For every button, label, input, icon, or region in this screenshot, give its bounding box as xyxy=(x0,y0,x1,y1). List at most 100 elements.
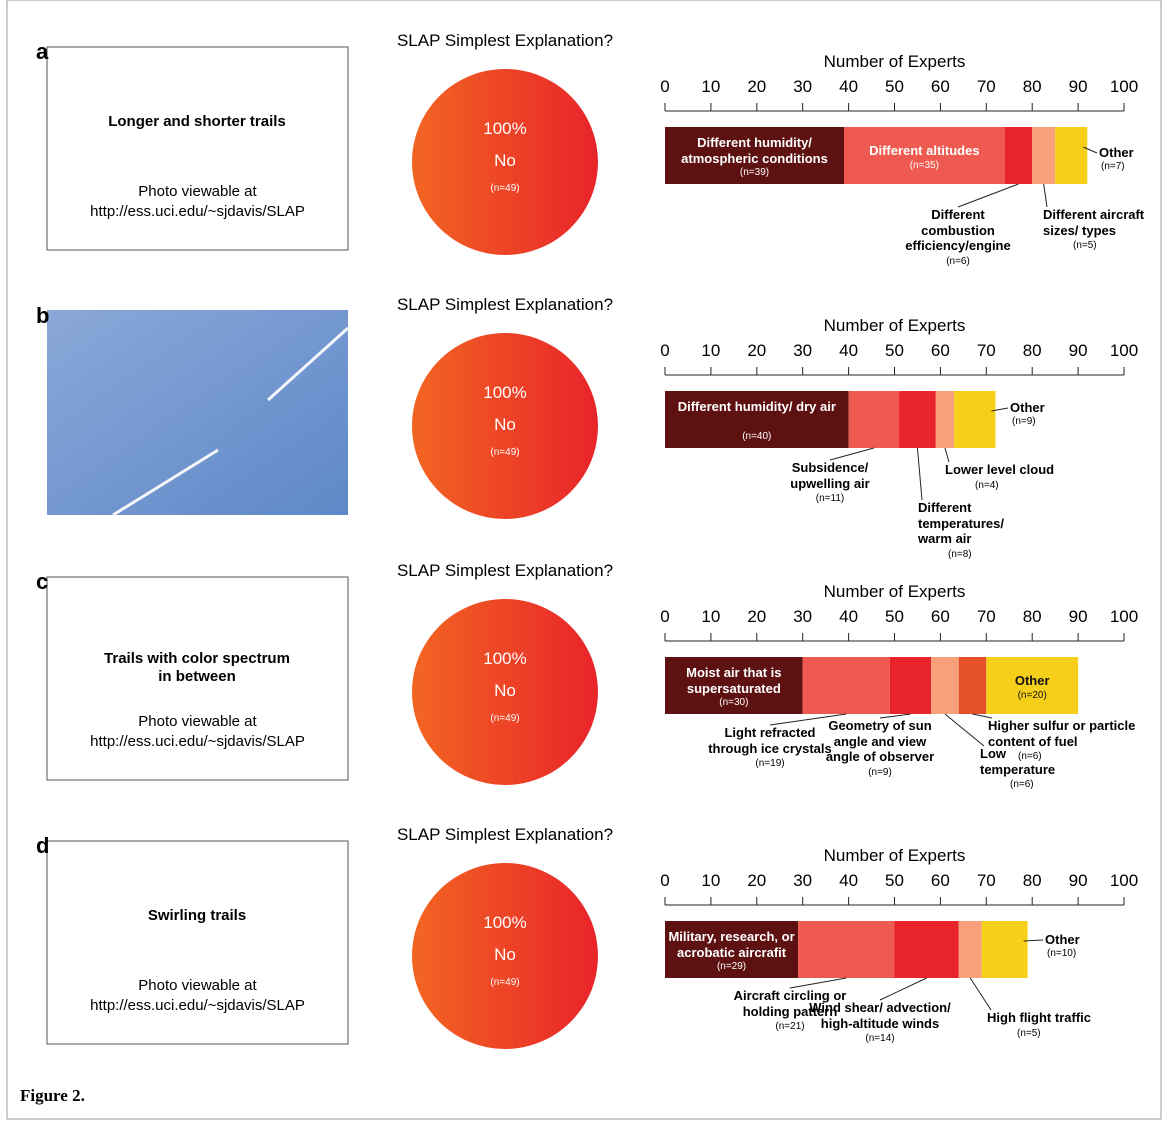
photo xyxy=(47,310,348,515)
x-tick-label: 10 xyxy=(701,871,721,890)
segment-label: Different humidity/ atmospheric conditio… xyxy=(681,135,828,166)
segment-label: Military, research, or acrobatic aircraf… xyxy=(668,929,795,960)
x-tick-label: 60 xyxy=(930,77,950,96)
segment-label: Higher sulfur or particle content of fue… xyxy=(988,718,1136,749)
segment-n-label: (n=7) xyxy=(1101,161,1125,172)
bar-segment xyxy=(665,657,803,714)
leader-line xyxy=(969,977,992,1011)
image-placeholder xyxy=(46,840,349,1045)
segment-n-label: (n=21) xyxy=(775,1021,805,1032)
panel-letter: c xyxy=(36,569,49,594)
pie-title: SLAP Simplest Explanation? xyxy=(396,561,614,580)
x-tick-label: 80 xyxy=(1022,77,1042,96)
panel-letter: a xyxy=(36,39,49,64)
bar-segment xyxy=(935,391,955,448)
x-tick-label: 10 xyxy=(701,341,721,360)
contrail xyxy=(112,448,219,517)
segment-n-label: (n=19) xyxy=(755,758,785,769)
segment-n-label: (n=10) xyxy=(1047,948,1077,959)
leader-line xyxy=(879,977,927,1001)
segment-n-label: (n=39) xyxy=(739,167,770,178)
pie-category-label: No xyxy=(494,681,516,700)
segment-n-label: (n=14) xyxy=(865,1033,895,1044)
x-tick-label: 80 xyxy=(1022,607,1042,626)
segment-n-label: (n=9) xyxy=(868,767,892,778)
x-tick-label: 30 xyxy=(793,871,813,890)
x-tick-label: 60 xyxy=(930,871,950,890)
x-tick-label: 10 xyxy=(701,77,721,96)
segment-n-label: (n=11) xyxy=(815,493,845,504)
axis-title: Number of Experts xyxy=(823,52,966,71)
pie-value-label: 100% xyxy=(483,119,527,138)
leader-line xyxy=(972,713,993,719)
placeholder-url: http://ess.uci.edu/~sjdavis/SLAP xyxy=(90,997,305,1014)
leader-line xyxy=(829,447,874,461)
pie-n-label: (n=49) xyxy=(490,447,520,458)
x-tick-label: 60 xyxy=(930,341,950,360)
x-tick-label: 50 xyxy=(885,77,904,96)
x-tick-label: 100 xyxy=(1109,871,1139,890)
segment-label: Different altitudes xyxy=(869,143,980,158)
image-placeholder xyxy=(46,46,349,251)
x-tick-label: 100 xyxy=(1109,77,1139,96)
pie-title: SLAP Simplest Explanation? xyxy=(396,31,614,50)
bar-segment xyxy=(665,127,845,184)
x-tick-label: 50 xyxy=(885,341,904,360)
axis-title: Number of Experts xyxy=(823,846,966,865)
segment-n-label: (n=6) xyxy=(946,256,970,267)
x-tick-label: 0 xyxy=(660,607,670,626)
segment-label: Different temperatures/ warm air xyxy=(918,500,1004,547)
placeholder-caption: Longer and shorter trails xyxy=(108,113,286,130)
segment-label: Different combustion efficiency/engine xyxy=(905,207,1011,254)
leader-line xyxy=(1023,939,1044,942)
placeholder-url: http://ess.uci.edu/~sjdavis/SLAP xyxy=(90,203,305,220)
x-tick-label: 0 xyxy=(660,77,670,96)
x-tick-label: 100 xyxy=(1109,341,1139,360)
bar-segment xyxy=(1032,127,1056,184)
placeholder-note: Photo viewable at xyxy=(138,713,257,730)
axis-title: Number of Experts xyxy=(823,582,966,601)
pie-slice xyxy=(412,333,598,519)
bar-segment xyxy=(954,391,996,448)
segment-label: Other xyxy=(1014,673,1050,688)
panel-letter: d xyxy=(36,833,50,858)
figure-border xyxy=(6,0,1162,1120)
placeholder-caption: Trails with color spectrum in between xyxy=(104,650,290,685)
bar-segment xyxy=(844,127,1005,184)
x-tick-label: 90 xyxy=(1068,341,1088,360)
x-tick-label: 30 xyxy=(793,607,813,626)
segment-label: Lower level cloud xyxy=(945,462,1055,477)
segment-n-label: (n=8) xyxy=(948,549,972,560)
bar-segment xyxy=(802,657,890,714)
bar-segment xyxy=(665,391,849,448)
pie-value-label: 100% xyxy=(483,383,527,402)
pie-category-label: No xyxy=(494,945,516,964)
bar-segment xyxy=(986,657,1079,714)
segment-n-label: (n=35) xyxy=(909,160,939,171)
segment-n-label: (n=6) xyxy=(1018,751,1042,762)
pie-slice xyxy=(412,69,598,255)
pie-category-label: No xyxy=(494,415,516,434)
leader-line xyxy=(916,447,923,501)
x-tick-label: 70 xyxy=(976,871,996,890)
x-tick-label: 0 xyxy=(660,341,670,360)
segment-label: Different aircraft sizes/ types xyxy=(1043,207,1145,238)
pie-category-label: No xyxy=(494,151,516,170)
placeholder-note: Photo viewable at xyxy=(138,977,257,994)
segment-label: Aircraft circling or holding pattern xyxy=(733,988,847,1019)
placeholder-url: http://ess.uci.edu/~sjdavis/SLAP xyxy=(90,733,305,750)
segment-label: Other xyxy=(1010,400,1045,415)
segment-n-label: (n=5) xyxy=(1017,1028,1041,1039)
segment-label: Wind shear/ advection/ high-altitude win… xyxy=(809,1000,951,1031)
contrail xyxy=(266,326,350,402)
x-tick-label: 30 xyxy=(793,341,813,360)
x-tick-label: 80 xyxy=(1022,871,1042,890)
pie-value-label: 100% xyxy=(483,649,527,668)
x-tick-label: 40 xyxy=(839,341,859,360)
segment-label: Geometry of sun angle and view angle of … xyxy=(825,718,935,765)
figure-caption: Figure 2. xyxy=(20,1086,85,1105)
pie-slice xyxy=(412,863,598,1049)
leader-line xyxy=(944,713,985,747)
